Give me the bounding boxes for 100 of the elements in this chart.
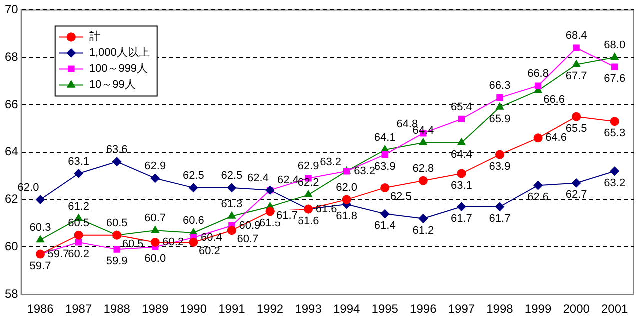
point [112,157,122,166]
x-tick-label: 1995 [372,302,399,316]
data-label: 65.9 [489,113,511,126]
data-label: 61.6 [316,203,338,216]
point [75,239,82,246]
x-tick-label: 1999 [524,302,552,316]
point [572,112,582,122]
data-label: 62.0 [18,182,40,194]
y-tick-label: 60 [4,240,19,254]
data-label: 63.1 [68,156,90,168]
point [74,169,84,178]
data-label: 61.3 [221,198,243,210]
data-label: 62.4 [278,174,299,186]
point [457,202,466,212]
y-tick-label: 66 [4,97,19,112]
data-label: 61.2 [412,224,434,237]
y-tick-label: 64 [4,144,19,159]
point [495,202,504,212]
data-label: 62.7 [566,189,588,202]
data-label: 67.6 [604,73,626,86]
point [189,238,198,247]
point [418,214,428,224]
point [382,151,388,158]
point [496,102,504,110]
point [610,117,620,126]
data-label: 63.2 [354,165,376,178]
point [534,82,542,90]
data-label: 61.2 [68,200,90,213]
y-tick-label: 70 [4,2,19,17]
data-label: 60.7 [144,212,166,225]
data-label: 60.5 [106,217,128,230]
data-label: 59.7 [48,248,70,260]
data-label: 62.9 [144,160,166,172]
point [151,226,160,234]
x-tick-label: 1992 [256,302,284,316]
point [418,176,428,186]
point [572,60,581,68]
point [534,134,543,143]
point [612,64,618,70]
x-tick-label: 1998 [486,302,514,316]
point [573,44,580,52]
data-label: 63.2 [320,156,342,168]
legend-label: 100～999人 [89,63,148,76]
data-label: 60.2 [68,248,90,260]
point [189,183,198,192]
legend-label: 10～99人 [89,79,136,92]
x-tick-label: 1990 [180,302,208,316]
point [419,138,428,146]
point [572,178,582,188]
data-label: 62.9 [298,160,320,172]
point [227,226,236,236]
data-label: 61.8 [336,210,358,223]
x-tick-label: 1989 [142,302,170,316]
point [342,195,352,204]
data-label: 61.7 [276,210,298,222]
point [458,116,466,123]
point [380,183,390,192]
point [227,183,236,192]
x-tick-label: 1997 [448,302,476,316]
data-label: 60.3 [30,222,52,234]
data-label: 68.0 [604,40,626,52]
point [266,207,275,216]
data-label: 63.1 [450,180,472,192]
data-label: 66.8 [528,68,549,80]
data-label: 61.7 [489,212,511,225]
x-tick-label: 1993 [295,302,322,316]
data-label: 66.3 [489,80,511,92]
x-tick-label: 1994 [333,302,360,316]
data-label: 63.2 [604,177,626,190]
point [74,230,84,240]
point [496,94,504,102]
data-label: 63.9 [489,160,511,173]
data-label: 64.1 [374,132,396,144]
point [610,53,619,60]
point [36,195,45,204]
data-label: 66.6 [544,94,565,106]
data-label: 62.2 [298,177,320,190]
point [380,210,390,219]
y-tick-label: 68 [4,50,19,64]
point [150,174,160,183]
data-label: 64.6 [546,132,567,144]
point [534,181,543,190]
data-label: 62.5 [221,170,243,182]
data-label: 68.4 [566,30,588,42]
point [228,212,236,219]
x-tick-label: 2001 [602,302,629,316]
point [495,150,504,160]
x-tick-label: 1991 [218,302,246,316]
x-tick-label: 1986 [27,302,54,316]
data-label: 62.8 [412,162,434,175]
data-label: 59.7 [30,260,52,272]
data-label: 62.5 [182,170,204,182]
y-tick-label: 58 [4,286,19,301]
data-label: 62.4 [248,172,269,184]
data-label: 60.9 [239,220,261,232]
data-label: 60.6 [182,215,204,228]
point [458,138,466,146]
data-label: 61.6 [298,215,320,228]
point [610,166,620,176]
data-label: 62.0 [336,182,358,194]
